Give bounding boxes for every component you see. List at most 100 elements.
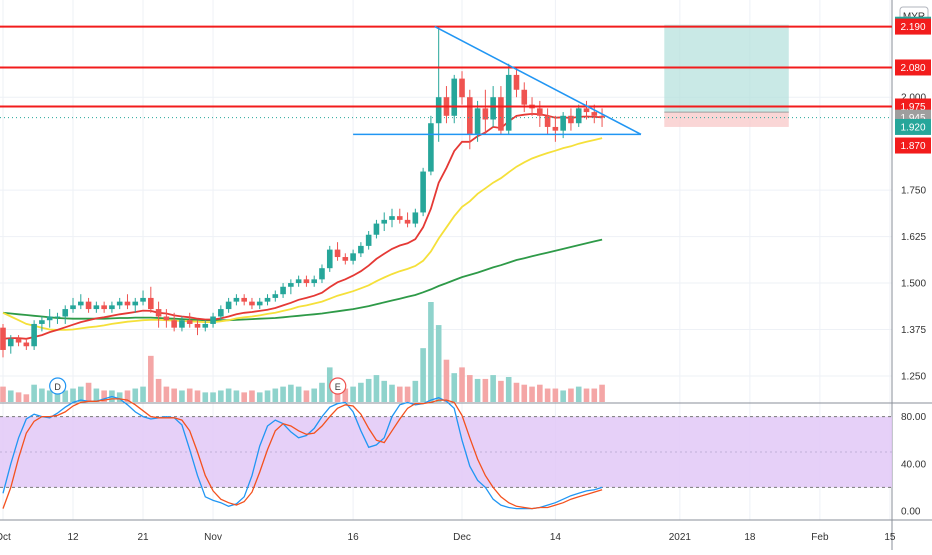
price-level-label: 2.190: [900, 22, 925, 33]
volume-bar: [249, 390, 255, 402]
volume-bar: [163, 386, 170, 402]
candle-body: [319, 268, 325, 280]
volume-bar: [78, 386, 84, 402]
time-tick-label: 12: [67, 532, 79, 543]
candle-body: [46, 316, 53, 321]
volume-bar: [451, 373, 458, 402]
volume-bar: [140, 386, 146, 402]
price-level-badge: [895, 118, 931, 135]
time-tick-label: 16: [348, 532, 360, 543]
horizontal-levels: [0, 25, 892, 119]
candle-body: [552, 126, 559, 131]
volume-bar: [599, 384, 605, 402]
candle-body: [15, 338, 22, 343]
volume-bar: [23, 394, 30, 402]
volume-bar: [148, 355, 154, 402]
price-tick-label: 1.500: [901, 279, 926, 290]
volume-bar: [295, 386, 302, 402]
candle-body: [575, 108, 582, 124]
candle-body: [140, 297, 146, 302]
event-marker-label: D: [54, 382, 61, 392]
volume-bar: [474, 378, 481, 402]
candle-body: [311, 279, 317, 284]
volume-bar: [218, 390, 224, 402]
time-tick-label: Oct: [0, 532, 11, 543]
candle-body: [513, 74, 520, 90]
volume-bars: [0, 302, 605, 402]
candle-body: [218, 309, 224, 317]
candle-body: [241, 297, 247, 302]
volume-bar: [583, 388, 590, 402]
volume-bar: [155, 378, 162, 402]
candle-body: [264, 297, 271, 302]
candle-body: [303, 279, 310, 284]
ema-mid-line: [2, 137, 603, 331]
volume-bar: [179, 390, 185, 402]
candle-body: [591, 112, 598, 116]
time-tick-label: 21: [137, 532, 149, 543]
candle-body: [428, 123, 434, 172]
candle-body: [148, 297, 154, 310]
candle-body: [583, 108, 590, 113]
price-tick-label: 1.750: [901, 186, 926, 197]
candle-body: [194, 323, 201, 328]
event-marker-e: [329, 377, 347, 395]
candle-body: [412, 212, 419, 224]
candle-body: [7, 338, 14, 347]
volume-bar: [490, 375, 496, 402]
volume-bar: [256, 392, 263, 402]
candle-body: [373, 223, 380, 235]
ema-slow-line: [2, 238, 603, 322]
volume-bar: [132, 388, 139, 402]
volume-bar: [381, 380, 388, 402]
candle-body: [365, 234, 372, 246]
time-tick-label: Dec: [453, 532, 471, 543]
candle-body: [249, 301, 255, 306]
volume-bar: [186, 388, 193, 402]
volume-bar: [225, 388, 232, 402]
price-level-badge: [895, 137, 931, 154]
volume-bar: [420, 348, 426, 402]
volume-bar: [412, 380, 419, 402]
volume-bar: [552, 388, 559, 402]
volume-bar: [428, 302, 434, 402]
volume-bar: [350, 386, 356, 402]
volume-bar: [62, 390, 69, 402]
volume-bar: [194, 390, 201, 402]
price-level-label: 1.920: [900, 122, 925, 133]
candle-body: [342, 257, 349, 261]
stop-zone: [664, 112, 789, 127]
candle-body: [85, 301, 92, 310]
volume-bar: [404, 386, 411, 402]
candle-body: [233, 297, 240, 302]
volume-bar: [124, 390, 131, 402]
candle-body: [288, 283, 294, 287]
volume-bar: [54, 392, 61, 402]
candle-body: [295, 279, 302, 284]
osc-tick-label: 0.00: [901, 507, 921, 518]
volume-bar: [46, 390, 53, 402]
volume-bar: [513, 382, 520, 402]
candle-body: [171, 320, 177, 328]
volume-bar: [280, 386, 286, 402]
volume-bar: [435, 325, 442, 402]
volume-bar: [288, 384, 294, 402]
volume-bar: [93, 388, 100, 402]
volume-bar: [272, 388, 279, 402]
volume-bar: [85, 382, 92, 402]
candle-body: [70, 305, 76, 310]
volume-bar: [467, 375, 473, 402]
volume-bar: [575, 386, 582, 402]
price-level-label: 1.945: [900, 113, 925, 124]
candle-body: [62, 309, 69, 317]
volume-bar: [389, 384, 395, 402]
time-tick-label: 14: [550, 532, 562, 543]
volume-bar: [443, 359, 450, 402]
price-tick-label: 1.625: [901, 232, 926, 243]
candle-body: [599, 115, 605, 118]
time-tick-label: Feb: [811, 532, 829, 543]
volume-bar: [233, 390, 240, 402]
volume-bar: [365, 378, 372, 402]
time-tick-label: 18: [744, 532, 756, 543]
